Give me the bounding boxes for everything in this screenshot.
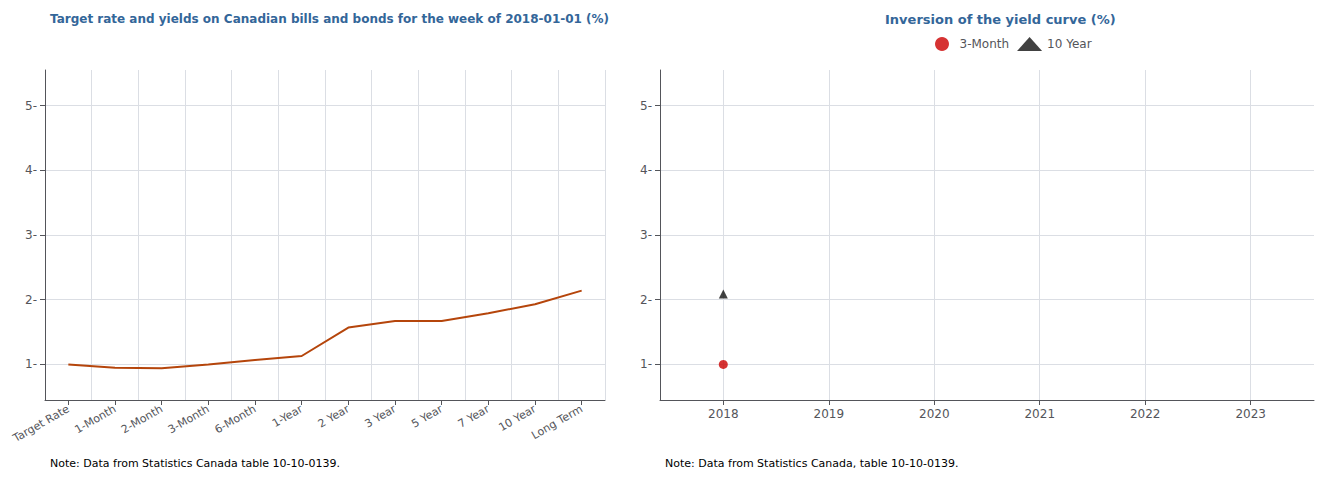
svg-text:5-: 5- bbox=[640, 99, 652, 113]
svg-text:6-Month: 6-Month bbox=[212, 402, 258, 436]
svg-text:2019: 2019 bbox=[814, 407, 845, 421]
svg-text:Target rate and yields on Cana: Target rate and yields on Canadian bills… bbox=[50, 12, 609, 26]
svg-text:5 Year: 5 Year bbox=[409, 402, 445, 430]
svg-text:2021: 2021 bbox=[1024, 407, 1055, 421]
svg-text:2022: 2022 bbox=[1130, 407, 1161, 421]
svg-text:2-: 2- bbox=[640, 293, 652, 307]
svg-text:2018: 2018 bbox=[708, 407, 739, 421]
svg-text:Inversion of the yield curve (: Inversion of the yield curve (%) bbox=[885, 12, 1116, 27]
svg-text:10 Year: 10 Year bbox=[1047, 37, 1092, 51]
svg-text:7 Year: 7 Year bbox=[456, 402, 492, 430]
svg-text:Note: Data from Statistics Can: Note: Data from Statistics Canada, table… bbox=[665, 457, 959, 470]
svg-text:3-Month: 3-Month bbox=[166, 402, 212, 436]
svg-text:2023: 2023 bbox=[1235, 407, 1266, 421]
svg-text:3-: 3- bbox=[25, 228, 37, 242]
svg-text:5-: 5- bbox=[25, 99, 37, 113]
svg-text:2-: 2- bbox=[25, 293, 37, 307]
svg-text:2 Year: 2 Year bbox=[316, 402, 352, 430]
svg-text:1-Year: 1-Year bbox=[270, 402, 305, 430]
svg-text:2-Month: 2-Month bbox=[119, 402, 165, 436]
svg-text:Note: Data from Statistics Can: Note: Data from Statistics Canada table … bbox=[50, 457, 340, 470]
svg-text:1-Month: 1-Month bbox=[72, 402, 118, 436]
svg-text:4-: 4- bbox=[25, 163, 37, 177]
svg-text:3-: 3- bbox=[640, 228, 652, 242]
svg-text:2020: 2020 bbox=[919, 407, 950, 421]
svg-text:Long Term: Long Term bbox=[529, 402, 585, 442]
svg-text:3 Year: 3 Year bbox=[363, 402, 399, 430]
svg-text:3-Month: 3-Month bbox=[960, 37, 1010, 51]
svg-text:1-: 1- bbox=[640, 357, 652, 371]
svg-text:4-: 4- bbox=[640, 163, 652, 177]
svg-text:10 Year: 10 Year bbox=[496, 402, 539, 434]
svg-text:1-: 1- bbox=[25, 357, 37, 371]
svg-text:Target Rate: Target Rate bbox=[10, 402, 72, 445]
